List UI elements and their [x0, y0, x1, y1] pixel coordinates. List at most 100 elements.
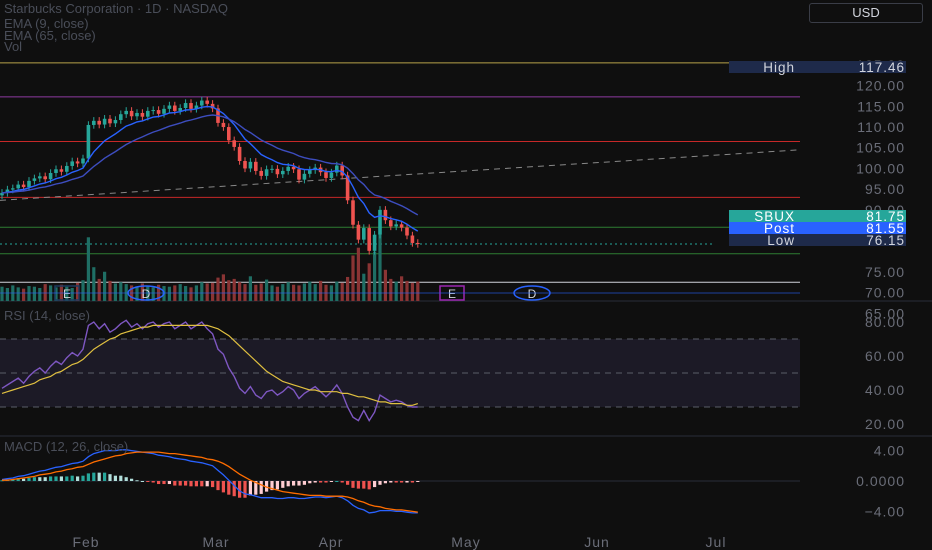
rsi-tick-label: 80.00: [865, 314, 905, 330]
macd-histogram-bar: [286, 481, 290, 487]
macd-histogram-bar: [32, 477, 36, 481]
candle-body: [119, 114, 123, 121]
macd-histogram-bar: [97, 472, 101, 481]
volume-bar: [238, 282, 242, 301]
rsi-tick-label: 20.00: [865, 416, 905, 432]
macd-histogram-bar: [356, 481, 360, 489]
candle-body: [32, 178, 37, 181]
macd-histogram-bar: [65, 476, 69, 481]
macd-histogram-bar: [297, 481, 301, 486]
candle-body: [162, 108, 166, 114]
ema65-line: [1, 114, 419, 216]
candle-body: [275, 168, 280, 175]
macd-histogram-bar: [205, 481, 209, 487]
candle-body: [270, 168, 274, 170]
macd-tick-label: 4.00: [874, 443, 905, 459]
candle-body: [351, 200, 355, 225]
macd-histogram-bar: [227, 481, 231, 495]
currency-button[interactable]: USD: [809, 3, 923, 23]
candle-body: [297, 169, 301, 180]
macd-histogram-bar: [400, 481, 404, 483]
candle-body: [38, 176, 42, 179]
macd-histogram-bar: [416, 481, 420, 482]
tag-value: 81.55: [866, 221, 905, 236]
macd-histogram-bar: [76, 476, 80, 481]
price-tag-sbux: SBUX 81.75: [729, 209, 906, 224]
macd-histogram-bar: [254, 481, 258, 495]
macd-histogram-bar: [194, 481, 198, 487]
macd-histogram-bar: [238, 481, 242, 498]
candle-body: [135, 112, 139, 117]
candle-body: [102, 118, 107, 125]
tag-value-bg: [814, 222, 906, 234]
candle-body: [372, 234, 377, 251]
volume-bar: [383, 269, 387, 301]
candle-body: [124, 110, 128, 115]
tag-value-bg: [814, 234, 906, 246]
volume-bar: [108, 280, 112, 301]
rsi-tick-label: 60.00: [865, 348, 905, 364]
volume-bar: [265, 279, 269, 301]
candle-body: [48, 172, 53, 180]
volume-bar: [200, 282, 204, 301]
tag-value: 76.15: [866, 233, 905, 248]
macd-histogram-bar: [27, 477, 31, 481]
volume-bar: [211, 282, 215, 301]
price-tag-high: High 117.46: [729, 60, 906, 75]
volume-bar: [373, 251, 377, 301]
macd-histogram-bar: [54, 476, 58, 481]
volume-bar: [0, 286, 4, 301]
candle-body: [308, 170, 312, 174]
macd-histogram-bar: [373, 481, 377, 488]
price-tick-label: 100.00: [856, 160, 905, 176]
candle-body: [205, 100, 209, 104]
tag-label-bg: [729, 222, 814, 234]
macd-histogram-bar: [38, 477, 42, 481]
price-tick-label: 75.00: [865, 264, 905, 280]
macd-histogram-bar: [216, 481, 220, 491]
candle-body: [59, 169, 64, 172]
volume-bar: [32, 286, 36, 301]
candle-body: [43, 176, 47, 180]
event-label: D: [528, 287, 537, 301]
price-tag-low: Low 76.15: [729, 233, 906, 248]
macd-histogram-bar: [383, 481, 387, 484]
volume-bar: [378, 234, 382, 301]
volume-legend: Vol: [4, 39, 23, 54]
macd-histogram-bar: [221, 481, 225, 493]
volume-bar: [151, 287, 155, 301]
volume-bar: [22, 288, 26, 301]
macd-histogram-bar: [259, 481, 263, 494]
candle-body: [399, 224, 404, 228]
candle-body: [0, 192, 4, 196]
candle-body: [11, 188, 15, 190]
volume-bar: [119, 282, 123, 301]
macd-histogram-bar: [275, 481, 279, 490]
macd-line: [1, 449, 418, 514]
volume-bar: [319, 280, 323, 301]
volume-bar: [356, 247, 360, 301]
macd-histogram-bar: [367, 481, 371, 490]
candle-body: [140, 112, 145, 117]
macd-histogram-bar: [189, 481, 193, 487]
candle-body: [227, 127, 231, 141]
candle-body: [394, 224, 398, 227]
volume-bar: [286, 282, 290, 301]
candle-body: [362, 228, 366, 240]
macd-histogram-bar: [270, 481, 274, 491]
volume-bar: [70, 288, 74, 301]
volume-bar: [346, 276, 350, 301]
candle-body: [173, 105, 177, 111]
tag-label: Post: [764, 221, 795, 236]
volume-bar: [362, 273, 366, 301]
volume-bar: [86, 237, 90, 301]
ema9-line: [1, 105, 419, 232]
macd-histogram-bar: [151, 481, 155, 483]
candle-body: [221, 122, 226, 128]
macd-histogram-bar: [335, 481, 339, 482]
time-axis-label: Apr: [319, 534, 344, 550]
macd-histogram-bar: [308, 481, 312, 484]
candle-body: [65, 165, 69, 172]
candle-body: [367, 228, 371, 251]
